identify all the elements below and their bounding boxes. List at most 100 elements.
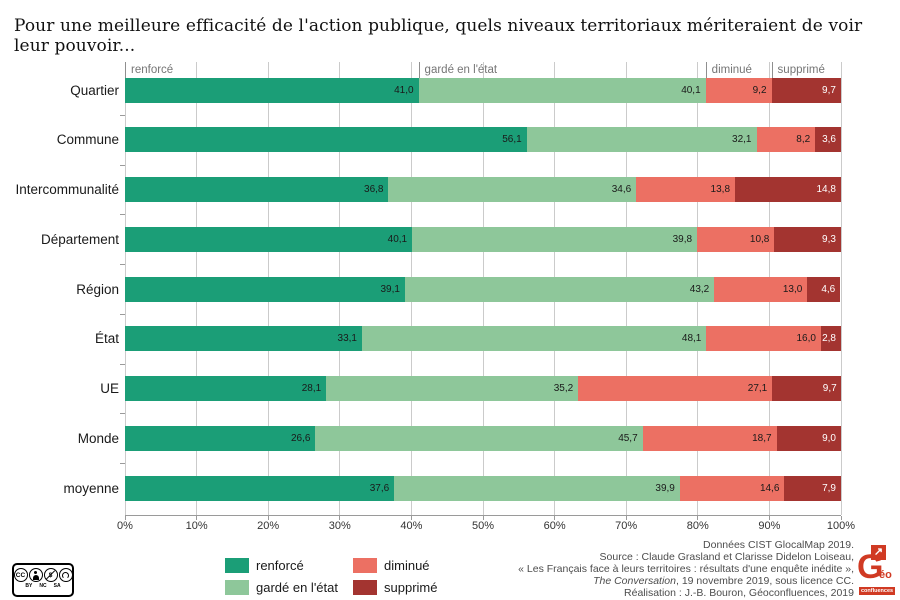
bar-value-label: 9,0 <box>822 432 836 444</box>
bar-value-label: 9,3 <box>822 233 836 245</box>
bar-segment: 48,1 <box>361 326 707 352</box>
category-label-Intercommunalité: Intercommunalité <box>15 182 119 197</box>
bar-segment: 18,7 <box>642 425 777 451</box>
source-credits: Données CIST GlocalMap 2019. Source : Cl… <box>374 539 854 599</box>
x-axis-tick <box>768 516 770 520</box>
x-tick-label: 40% <box>400 520 423 532</box>
y-axis-category-tick <box>120 313 125 315</box>
bar-value-label: 3,6 <box>822 134 836 146</box>
category-label-moyenne: moyenne <box>63 480 119 496</box>
bar-segment: 2,8 <box>820 326 841 352</box>
bar-value-label: 33,1 <box>337 333 357 345</box>
category-label-Quartier: Quartier <box>70 82 119 98</box>
bar-value-label: 35,2 <box>553 383 574 394</box>
bar-segment: 13,0 <box>714 276 808 302</box>
bar-segment: 27,1 <box>578 376 773 401</box>
bar-segment: 32,1 <box>526 127 757 153</box>
bar-segment: 37,6 <box>125 475 395 501</box>
bar-value-label: 39,1 <box>380 283 400 295</box>
x-tick-label: 30% <box>328 520 351 532</box>
bar-value-label: 26,6 <box>290 432 311 444</box>
bar-row-Monde: 26,6 45,7 18,7 9,0 <box>125 425 841 451</box>
bar-value-label: 4,6 <box>821 283 836 295</box>
chart-title: Pour une meilleure efficacité de l'actio… <box>14 16 863 56</box>
cc-nc-icon: $ <box>43 568 58 582</box>
y-axis-category-tick <box>120 264 125 266</box>
bar-value-label: 8,2 <box>796 134 811 146</box>
segment-header-4: supprimé <box>771 62 825 79</box>
category-label-État: État <box>94 331 119 347</box>
bar-segment: 9,2 <box>705 77 772 103</box>
logo-arrow-icon: ↗ <box>871 545 886 560</box>
bar-row-État: 33,1 48,1 16,0 2,8 <box>125 326 841 352</box>
bar-value-label: 28,1 <box>301 383 322 394</box>
bar-segment: 13,8 <box>636 177 736 202</box>
bar-value-label: 27,1 <box>747 383 768 394</box>
bar-value-label: 39,9 <box>655 482 675 494</box>
x-tick-label: 60% <box>543 520 566 532</box>
credit-line: The Conversation, 19 novembre 2019, sous… <box>374 575 854 587</box>
x-tick-label: 90% <box>758 520 781 532</box>
bar-value-label: 37,6 <box>369 482 390 494</box>
x-axis-tick <box>196 516 198 520</box>
bar-row-Commune: 56,1 32,1 8,2 3,6 <box>125 127 841 153</box>
bar-value-label: 9,2 <box>752 84 767 96</box>
legend-item-diminué: diminué <box>353 558 430 573</box>
segment-header-1: renforcé <box>125 62 173 79</box>
bar-row-Quartier: 41,0 40,1 9,2 9,7 <box>125 77 841 103</box>
x-tick-label: 80% <box>686 520 709 532</box>
category-label-Région: Région <box>76 281 119 297</box>
legend-swatch <box>225 580 249 595</box>
bar-value-label: 13,0 <box>782 283 803 295</box>
y-axis-category-tick <box>120 214 125 216</box>
bar-segment: 34,6 <box>388 177 637 202</box>
y-axis-category-tick <box>120 413 125 415</box>
bar-segment: 16,0 <box>706 326 821 352</box>
x-axis-tick <box>339 516 341 520</box>
bar-segment: 40,1 <box>125 226 413 252</box>
cc-license-badge: CC $ BY NC SA <box>12 563 74 597</box>
gridline-100% <box>840 62 842 515</box>
y-axis-category-tick <box>120 463 125 465</box>
bar-segment: 41,0 <box>125 77 419 103</box>
cc-icon: CC <box>13 568 28 582</box>
y-axis-category-tick <box>120 164 125 166</box>
y-axis-category-tick <box>120 114 125 116</box>
bar-value-label: 10,8 <box>749 233 770 245</box>
bar-value-label: 14,6 <box>759 482 780 494</box>
bar-row-Département: 40,1 39,8 10,8 9,3 <box>125 226 841 252</box>
legend-item-renforcé: renforcé <box>225 558 304 573</box>
bar-segment: 9,7 <box>771 77 841 103</box>
credit-line: Source : Claude Grasland et Clarisse Did… <box>599 551 854 564</box>
segment-header-2: gardé en l'état <box>418 62 497 79</box>
y-axis-category-tick <box>120 363 125 365</box>
category-label-UE: UE <box>100 381 119 396</box>
bar-value-label: 18,7 <box>752 432 772 444</box>
bar-segment: 10,8 <box>697 226 775 252</box>
credit-line-rest: , 19 novembre 2019, sous licence CC. <box>675 575 854 588</box>
bar-segment: 4,6 <box>807 276 841 302</box>
bar-segment: 7,9 <box>784 475 841 501</box>
bar-value-label: 43,2 <box>689 283 710 295</box>
bar-segment: 39,1 <box>125 276 405 302</box>
bar-row-Intercommunalité: 36,8 34,6 13,8 14,8 <box>125 177 841 202</box>
legend-swatch <box>225 558 249 573</box>
bar-segment: 39,8 <box>412 226 698 252</box>
bar-segment: 14,8 <box>735 177 841 202</box>
bar-value-label: 45,7 <box>618 432 638 444</box>
bar-segment: 9,7 <box>772 376 841 401</box>
bar-segment: 33,1 <box>125 326 362 352</box>
bar-value-label: 14,8 <box>816 184 836 195</box>
bar-segment: 35,2 <box>326 376 579 401</box>
bar-segment: 56,1 <box>125 127 527 153</box>
bar-segment: 39,9 <box>394 475 680 501</box>
x-axis-tick <box>840 516 842 520</box>
logo-eo-text: éo <box>879 569 892 581</box>
bar-value-label: 56,1 <box>502 134 522 146</box>
cc-label-SA: SA <box>53 583 61 589</box>
bar-segment: 8,2 <box>756 127 816 153</box>
bar-value-label: 48,1 <box>681 333 702 345</box>
x-tick-label: 10% <box>185 520 208 532</box>
bar-segment: 28,1 <box>125 376 327 401</box>
